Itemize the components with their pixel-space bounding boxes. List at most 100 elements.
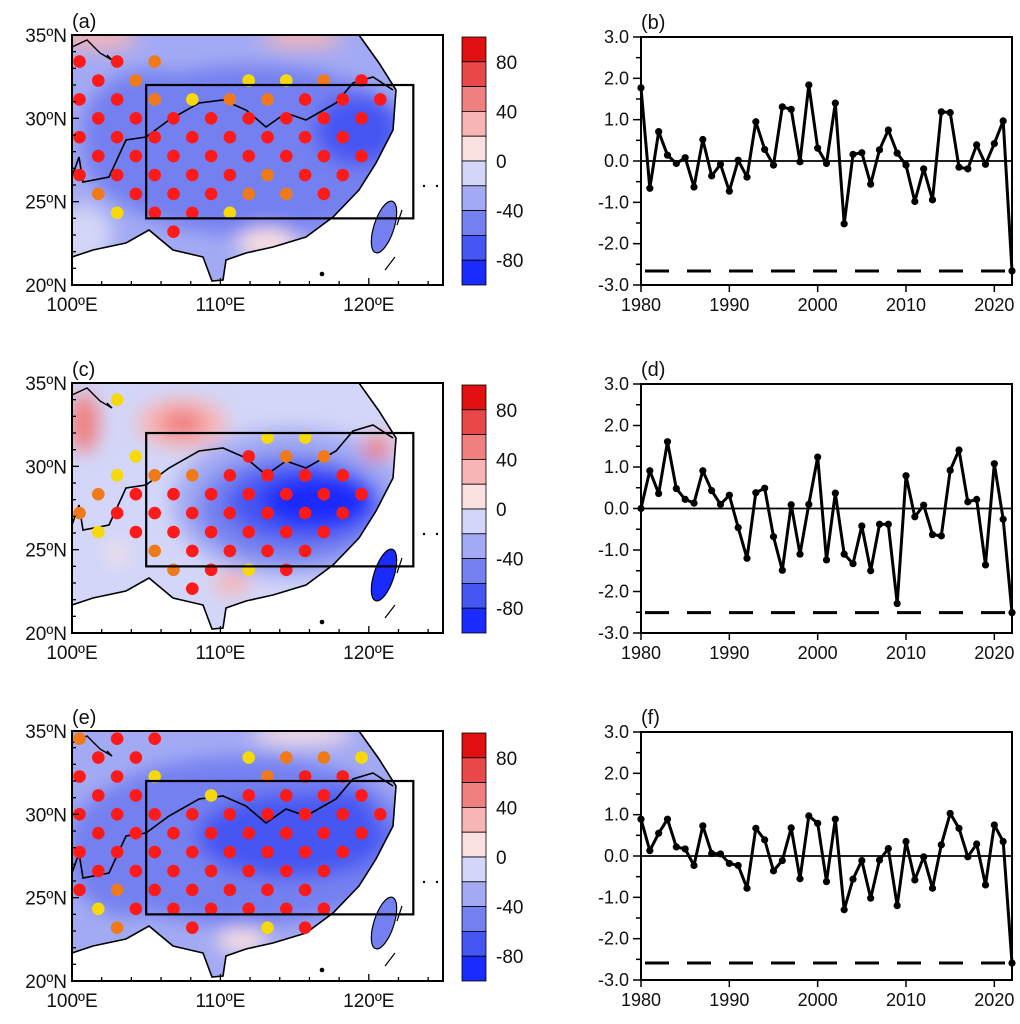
island-dot — [435, 880, 439, 884]
lat-label: 35ºN — [25, 722, 67, 743]
significance-dot — [317, 826, 331, 840]
significance-dot — [261, 431, 274, 444]
y-tick-label: 0.0 — [604, 499, 629, 519]
data-point — [911, 876, 919, 884]
y-tick-label: 2.0 — [604, 416, 629, 436]
data-point — [663, 151, 672, 159]
significance-dot — [92, 789, 105, 802]
island-dot — [422, 184, 426, 188]
colorbar-box — [461, 86, 487, 112]
island-line — [384, 604, 396, 619]
data-point — [990, 821, 998, 829]
data-point — [655, 489, 663, 498]
island-dot — [422, 532, 426, 536]
significance-dot — [261, 921, 274, 934]
significance-dot — [204, 902, 218, 916]
significance-dot — [280, 450, 293, 463]
data-point — [708, 487, 716, 495]
significance-dot — [110, 168, 124, 182]
significance-dot — [261, 168, 274, 182]
significance-dot — [261, 544, 274, 558]
data-point — [796, 158, 804, 166]
colorbar-label: -80 — [496, 251, 523, 272]
significance-dot — [261, 130, 274, 144]
colorbar-box — [461, 607, 487, 634]
colorbar: 80 40 0 -40 -80 — [461, 384, 523, 634]
lat-label: 25ºN — [25, 193, 67, 214]
colorbar-box — [461, 434, 487, 460]
significance-dot — [374, 808, 387, 821]
data-point — [646, 184, 654, 192]
data-point — [805, 81, 813, 89]
data-point — [920, 165, 928, 173]
colorbar-label: 40 — [496, 102, 517, 123]
lat-label: 30ºN — [25, 457, 67, 478]
y-tick-label: 2.0 — [604, 68, 629, 88]
data-point — [928, 196, 937, 204]
data-point — [920, 501, 928, 509]
data-point — [752, 489, 760, 497]
significance-dot — [261, 845, 274, 859]
significance-dot — [336, 130, 350, 144]
data-point — [875, 146, 884, 154]
data-point — [867, 567, 875, 575]
y-tick-label: -3.0 — [598, 623, 629, 643]
y-tick-label: 1.0 — [604, 805, 629, 825]
lon-label: 110ºE — [195, 991, 245, 1012]
significance-dot — [129, 450, 143, 463]
data-point — [849, 150, 857, 158]
data-point — [672, 843, 680, 851]
significance-dot — [317, 74, 331, 87]
significance-dot — [129, 751, 143, 764]
colorbar-box — [461, 906, 487, 932]
data-point — [849, 560, 857, 568]
significance-dot — [73, 883, 86, 897]
significance-dot — [242, 525, 255, 539]
data-point — [805, 500, 813, 508]
data-point — [884, 126, 892, 134]
significance-dot — [223, 93, 237, 106]
lat-label: 35ºN — [25, 26, 67, 47]
y-tick-label: -1.0 — [598, 192, 629, 212]
significance-dot — [73, 130, 86, 144]
contour-region — [217, 929, 267, 953]
significance-dot — [73, 732, 86, 745]
lon-label: 110ºE — [195, 295, 245, 316]
anomaly-field — [72, 383, 396, 629]
significance-dot — [280, 74, 293, 87]
contour-region — [109, 541, 125, 565]
data-point — [822, 159, 831, 168]
significance-dot — [92, 751, 105, 764]
data-point — [796, 550, 804, 558]
significance-dot — [110, 808, 124, 821]
data-point — [858, 522, 866, 530]
significance-dot — [242, 826, 255, 840]
island-line — [384, 952, 396, 967]
colorbar-box — [461, 111, 487, 137]
contour-region — [72, 393, 99, 453]
coastline — [71, 34, 397, 282]
significance-dot — [355, 74, 368, 87]
y-tick-label: -3.0 — [598, 275, 629, 295]
significance-dot — [148, 469, 161, 482]
data-point — [655, 829, 663, 837]
significance-dot — [110, 93, 124, 106]
island-dot — [319, 271, 325, 277]
significance-dot — [92, 487, 105, 501]
data-point — [902, 161, 910, 169]
data-point — [716, 160, 725, 168]
significance-dot — [223, 206, 237, 220]
colorbar-box — [461, 135, 487, 162]
data-point — [787, 501, 795, 509]
contour-region — [72, 35, 137, 50]
data-point — [831, 99, 839, 107]
island-dot — [319, 967, 325, 973]
colorbar-label: 0 — [496, 848, 507, 869]
significance-dot — [148, 168, 161, 182]
data-point — [902, 837, 910, 846]
significance-dot — [148, 770, 161, 783]
x-tick-label: 1990 — [709, 643, 749, 663]
significance-dot — [186, 168, 199, 182]
significance-dot — [167, 149, 180, 163]
significance-dot — [355, 487, 368, 501]
